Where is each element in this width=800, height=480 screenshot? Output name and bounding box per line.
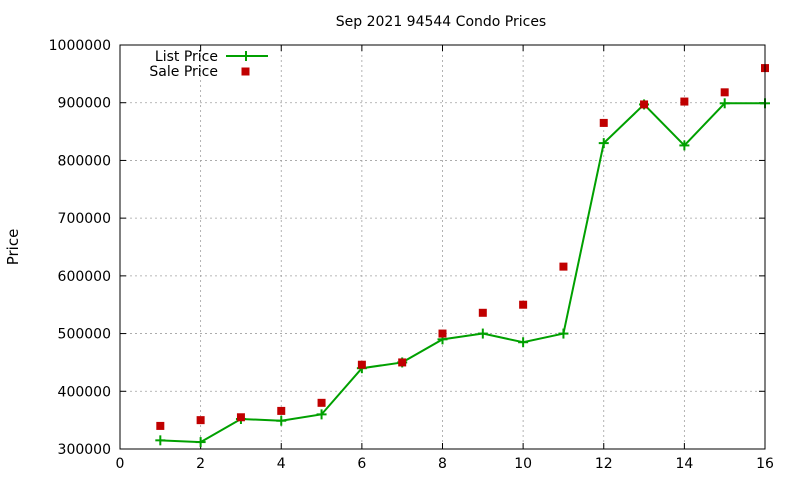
list-price-marker xyxy=(195,437,206,448)
legend-label-list-price: List Price xyxy=(155,49,218,65)
sale-price-marker xyxy=(519,300,528,309)
y-tick-label: 900000 xyxy=(58,96,111,112)
legend-marker-sale-price xyxy=(241,67,250,76)
x-tick-label: 0 xyxy=(116,456,125,472)
sale-price-marker xyxy=(720,88,729,97)
sale-price-marker xyxy=(438,329,447,338)
legend: List Price Sale Price xyxy=(149,49,268,80)
sale-price-marker xyxy=(156,421,165,430)
x-tick-label: 10 xyxy=(514,456,532,472)
y-tick-label: 500000 xyxy=(58,327,111,343)
sale-price-marker xyxy=(398,358,407,367)
y-axis-label: Price xyxy=(4,229,22,266)
sale-price-marker xyxy=(640,100,649,109)
x-tick-label: 6 xyxy=(357,456,366,472)
list-price-marker xyxy=(316,409,327,420)
x-tick-label: 16 xyxy=(756,456,774,472)
sale-price-marker xyxy=(357,360,366,369)
sale-price-marker xyxy=(559,262,568,271)
sale-price-marker xyxy=(277,406,286,415)
y-tick-label: 700000 xyxy=(58,211,111,227)
list-price-marker xyxy=(598,138,609,149)
plot-frame xyxy=(119,44,766,450)
list-price-marker xyxy=(558,328,569,339)
x-tick-label: 12 xyxy=(595,456,613,472)
y-tick-labels: 300000 400000 500000 600000 700000 800000 9000… xyxy=(49,38,111,458)
list-price-marker xyxy=(276,415,287,426)
legend-label-sale-price: Sale Price xyxy=(149,64,218,80)
x-tick-label: 14 xyxy=(675,456,693,472)
list-price-marker xyxy=(679,140,690,151)
y-tick-label: 1000000 xyxy=(49,38,111,54)
sale-price-marker xyxy=(196,416,205,425)
plot-series xyxy=(155,64,770,448)
x-tick-label: 2 xyxy=(196,456,205,472)
sale-price-marker xyxy=(599,118,608,127)
list-price-marker xyxy=(518,337,529,348)
y-tick-label: 300000 xyxy=(58,442,111,458)
chart-title: Sep 2021 94544 Condo Prices xyxy=(336,14,546,30)
x-tick-label: 4 xyxy=(277,456,286,472)
y-tick-label: 600000 xyxy=(58,269,111,285)
legend-marker-list-price xyxy=(241,51,251,61)
list-price-marker xyxy=(155,435,166,446)
x-tick-label: 8 xyxy=(438,456,447,472)
list-price-line xyxy=(160,102,765,444)
list-price-marker xyxy=(719,98,730,109)
sale-price-marker xyxy=(317,398,326,407)
grid-lines xyxy=(120,45,765,449)
list-price-marker xyxy=(477,328,488,339)
x-tick-labels: 0 2 4 6 8 10 12 14 16 xyxy=(116,456,774,472)
sale-price-marker xyxy=(236,413,245,422)
sale-price-marker xyxy=(680,97,689,106)
sale-price-marker xyxy=(478,308,487,317)
y-tick-label: 400000 xyxy=(58,384,111,400)
y-tick-label: 800000 xyxy=(58,153,111,169)
